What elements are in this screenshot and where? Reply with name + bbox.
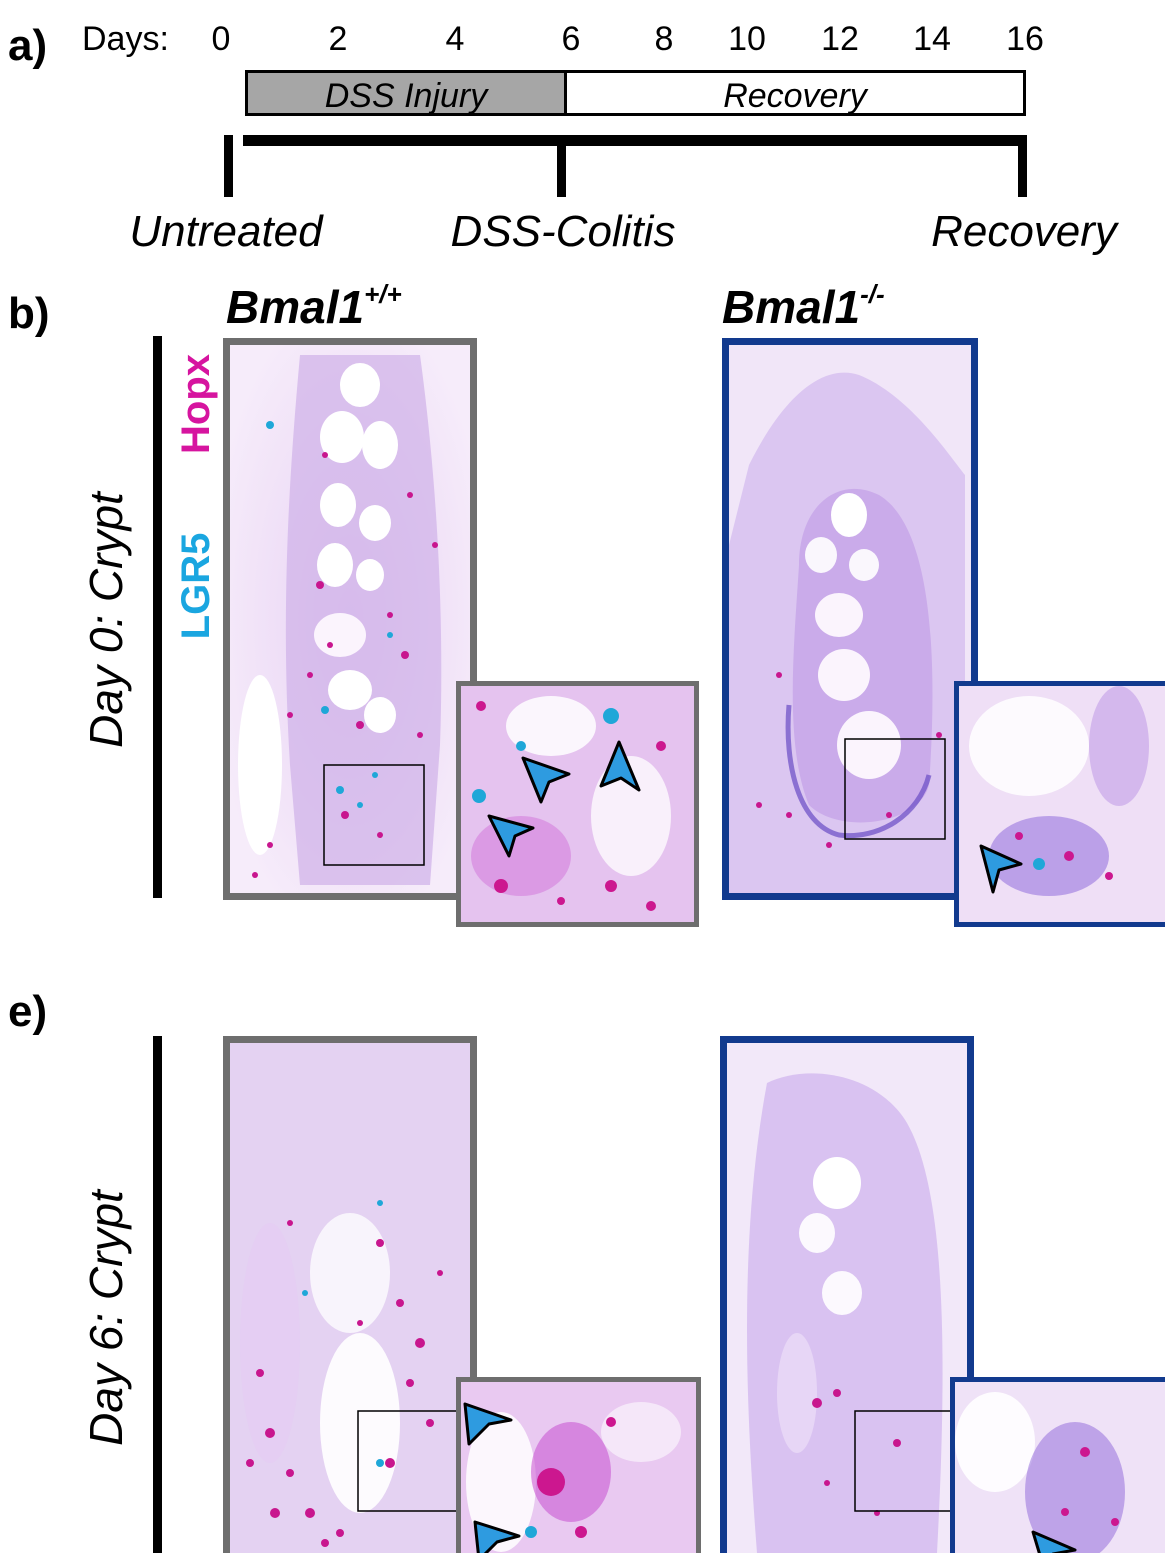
inset-day0-wildtype [456, 681, 699, 927]
micrograph-day6-knockout [720, 1036, 974, 1553]
genotype-knockout: Bmal1-/- [722, 281, 885, 333]
timeline-bar [243, 135, 1027, 146]
timeline-marker-recovery [1018, 135, 1027, 197]
day-tick-0: 0 [211, 20, 231, 58]
micrograph-day6-wildtype [223, 1036, 477, 1553]
stage-recovery: Recovery [931, 207, 1117, 256]
panel-e-label: e) [8, 987, 48, 1036]
days-label: Days: [82, 20, 169, 58]
arrowheads-day0-wildtype [487, 740, 641, 858]
phase-dss-injury: DSS Injury [245, 70, 567, 116]
inset-day0-knockout [954, 681, 1165, 927]
day-tick-12: 12 [821, 20, 859, 58]
arrowheads-day6-wildtype [463, 1402, 521, 1553]
stain-label-hopx: Hopx [174, 354, 218, 454]
day-tick-4: 4 [445, 20, 465, 58]
timeline-marker-dss-colitis [557, 135, 566, 197]
genotype-wildtype-sup: +/+ [364, 278, 402, 309]
stage-dss-colitis: DSS-Colitis [450, 207, 676, 256]
row-divider-day6 [153, 1036, 162, 1553]
day-tick-10: 10 [728, 20, 766, 58]
day-tick-2: 2 [328, 20, 348, 58]
stage-untreated: Untreated [129, 207, 323, 256]
day-tick-16: 16 [1006, 20, 1044, 58]
row-label-day0: Day 0: Crypt [80, 492, 132, 748]
micrograph-day0-knockout [722, 338, 978, 900]
timeline-marker-untreated [224, 135, 233, 197]
genotype-wildtype: Bmal1+/+ [226, 281, 402, 333]
day-tick-14: 14 [913, 20, 951, 58]
inset-day6-wildtype [456, 1377, 701, 1553]
arrowheads-day0-knockout [979, 844, 1023, 894]
arrowheads-day6-knockout [1031, 1530, 1077, 1553]
genotype-knockout-sup: -/- [860, 278, 885, 309]
micrograph-day0-wildtype [223, 338, 477, 900]
row-label-day6: Day 6: Crypt [80, 1190, 132, 1446]
panel-a-label: a) [8, 21, 48, 70]
panel-b-label: b) [8, 289, 50, 338]
day-tick-8: 8 [654, 20, 674, 58]
genotype-wildtype-name: Bmal1 [226, 281, 365, 333]
inset-day6-knockout [950, 1377, 1165, 1553]
phase-recovery: Recovery [564, 70, 1026, 116]
stain-label-lgr5: LGR5 [174, 532, 218, 640]
genotype-knockout-name: Bmal1 [722, 281, 861, 333]
day-tick-6: 6 [561, 20, 581, 58]
row-divider-day0 [153, 336, 162, 898]
